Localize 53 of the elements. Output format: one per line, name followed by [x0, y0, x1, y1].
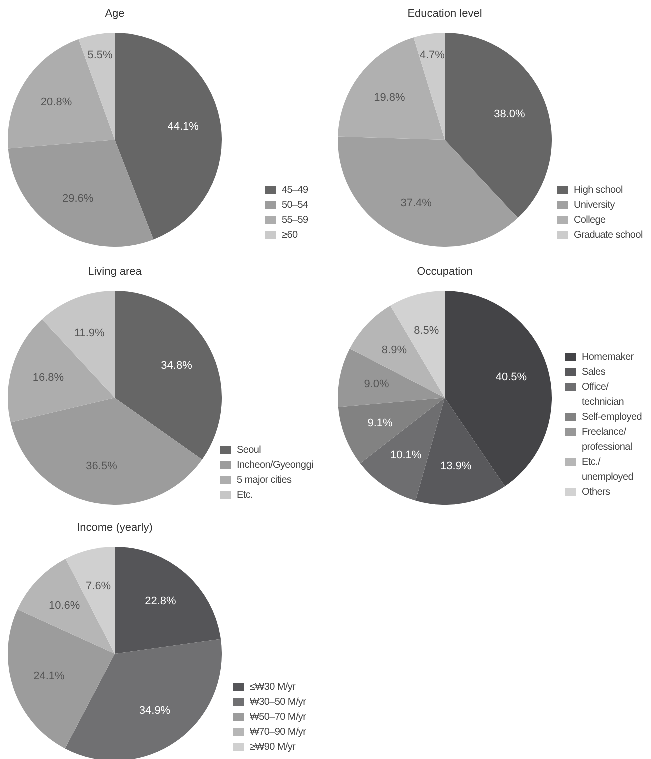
legend-label: Office/ technician: [582, 381, 626, 410]
legend-label: Others: [582, 486, 612, 500]
data-label: 9.0%: [364, 378, 390, 391]
legend-label: Graduate school: [574, 229, 643, 243]
legend-label: College: [574, 214, 606, 228]
data-label: 10.1%: [390, 450, 422, 462]
legend-label: Etc./ unemployed: [582, 456, 634, 485]
data-label: 13.9%: [440, 460, 472, 473]
legend-label: Self-employed: [582, 411, 644, 425]
data-label: 16.8%: [32, 372, 64, 384]
data-label: 38.0%: [494, 108, 526, 121]
data-label: 5.5%: [88, 50, 114, 62]
data-label: 37.4%: [400, 197, 432, 210]
data-label: 40.5%: [496, 372, 528, 384]
chart-title: Income (yearly): [76, 522, 154, 534]
legend-label: ₩50–70 M/yr: [250, 711, 306, 725]
chart-title: Occupation: [416, 266, 474, 278]
legend-label: Homemaker: [582, 351, 635, 365]
chart-title: Age: [104, 8, 126, 20]
legend-label: ₩30–50 M/yr: [250, 696, 306, 710]
legend-label: Incheon/Gyeonggi: [237, 459, 314, 473]
data-label: 20.8%: [40, 96, 72, 108]
legend-label: 55–59: [282, 214, 308, 228]
chart-title: Living area: [87, 266, 143, 278]
legend-label: University: [574, 199, 615, 213]
legend-label: Sales: [582, 366, 607, 380]
legend-label: ≤₩30 M/yr: [250, 681, 296, 695]
data-label: 29.6%: [62, 192, 94, 205]
data-label: 22.8%: [145, 596, 176, 608]
chart-title: Education level: [406, 8, 484, 20]
legend-label: 50–54: [282, 199, 308, 213]
data-label: 9.1%: [368, 417, 394, 430]
data-label: 34.8%: [161, 360, 193, 372]
data-label: 34.9%: [139, 704, 171, 717]
data-label: 7.6%: [86, 580, 112, 592]
data-label: 4.7%: [420, 49, 446, 62]
data-label: 24.1%: [34, 670, 66, 683]
legend-label: 5 major cities: [237, 474, 292, 488]
legend-label: Seoul: [237, 444, 262, 458]
legend-label: ≥₩90 M/yr: [250, 741, 296, 755]
data-label: 19.8%: [374, 92, 406, 104]
data-label: 10.6%: [49, 600, 80, 612]
legend-label: Etc.: [237, 489, 254, 503]
data-label: 44.1%: [168, 121, 200, 134]
legend-label: Freelance/ professional: [582, 426, 634, 455]
legend-label: ≥60: [282, 229, 298, 243]
legend-label: 45–49: [282, 184, 308, 198]
data-label: 8.5%: [414, 324, 440, 337]
legend-label: ₩70–90 M/yr: [250, 726, 306, 740]
data-label: 11.9%: [74, 327, 106, 340]
data-label: 8.9%: [382, 344, 408, 356]
legend-label: High school: [574, 184, 623, 198]
data-label: 36.5%: [86, 460, 118, 472]
